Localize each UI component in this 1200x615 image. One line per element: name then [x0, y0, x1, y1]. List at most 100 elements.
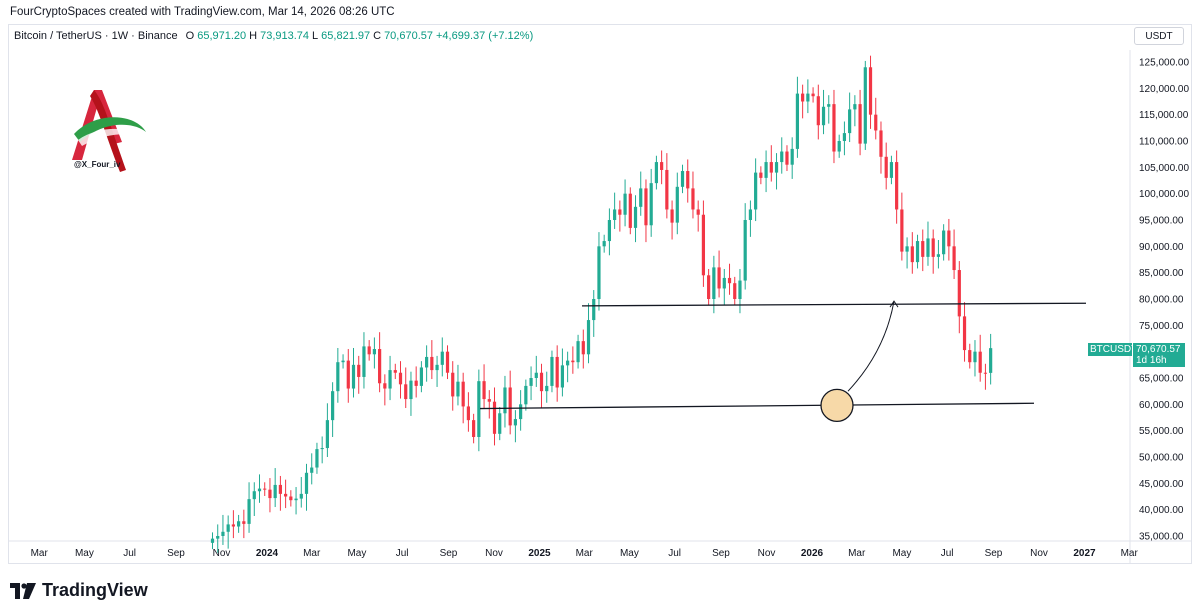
candle-body	[492, 401, 497, 434]
candle-body	[910, 246, 914, 263]
candle-body	[644, 188, 648, 226]
candle-body	[320, 448, 324, 450]
candle-body	[388, 370, 392, 389]
candle-body	[936, 254, 941, 257]
candle-body	[362, 346, 366, 377]
arrow-head-icon	[889, 300, 899, 308]
candle-body	[962, 316, 967, 351]
candle-body	[895, 162, 899, 210]
candle-body	[983, 372, 988, 374]
candle-body	[874, 114, 878, 131]
candle-body	[649, 183, 653, 226]
candle-body	[289, 496, 293, 501]
candle-body	[633, 206, 638, 228]
logo-handle: @X_Four_iv	[74, 160, 121, 169]
y-tick-label: 95,000.00	[1139, 216, 1184, 227]
candle-body	[675, 186, 679, 223]
candle-body	[816, 96, 820, 126]
candle-body	[989, 348, 993, 373]
legend-close-label: C	[373, 30, 382, 42]
candle-body	[367, 346, 371, 355]
candle-body	[785, 151, 789, 165]
candle-body	[210, 538, 215, 543]
bar-countdown: 1d 16h	[1136, 355, 1167, 366]
x-tick-label: Nov	[485, 548, 503, 559]
y-tick-label: 40,000.00	[1139, 505, 1184, 516]
candle-body	[278, 484, 282, 494]
support-line	[479, 402, 1035, 410]
candle-body	[801, 93, 805, 102]
candle-body	[743, 220, 747, 281]
x-tick-label: Sep	[985, 548, 1003, 559]
legend-open-label: O	[185, 30, 195, 42]
x-tick-label: Sep	[167, 548, 185, 559]
y-tick-label: 65,000.00	[1139, 374, 1184, 385]
candle-body	[383, 383, 387, 389]
x-tick-label: Nov	[758, 548, 776, 559]
candle-body	[247, 499, 251, 524]
candle-body	[905, 246, 909, 252]
y-tick-label: 100,000.00	[1139, 189, 1189, 200]
candle-body	[461, 381, 465, 407]
candle-body	[237, 521, 241, 527]
candle-body	[341, 360, 345, 363]
candle-body	[482, 381, 486, 400]
y-tick-label: 55,000.00	[1139, 426, 1184, 437]
candle-body	[607, 220, 612, 242]
candle-body	[691, 188, 695, 210]
x-tick-label: May	[620, 548, 639, 559]
candle-body	[325, 420, 329, 449]
candle-body	[310, 467, 314, 473]
y-tick-label: 60,000.00	[1139, 400, 1184, 411]
y-tick-label: 45,000.00	[1139, 479, 1184, 490]
legend-symbol[interactable]: Bitcoin / TetherUS · 1W · Binance	[14, 30, 178, 42]
candle-body	[513, 419, 518, 426]
y-tick-label: 105,000.00	[1139, 163, 1189, 174]
candle-body	[372, 349, 376, 355]
candle-body	[712, 267, 716, 299]
candle-body	[425, 356, 429, 368]
candle-body	[978, 351, 982, 373]
candle-body	[242, 521, 246, 524]
current-price-tag: 70,670.57 1d 16h	[1133, 343, 1185, 367]
candle-body	[701, 214, 706, 276]
candle-body	[419, 367, 423, 386]
candle-body	[257, 488, 262, 492]
candle-body	[351, 364, 356, 389]
candle-body	[519, 404, 523, 420]
candle-body	[832, 104, 836, 152]
x-tick-label: Nov	[213, 548, 231, 559]
candle-body	[508, 387, 512, 426]
currency-selector[interactable]: USDT	[1134, 27, 1184, 45]
candle-body	[430, 356, 434, 371]
candle-body	[393, 370, 397, 373]
candle-body	[696, 209, 700, 215]
candle-body	[686, 171, 690, 189]
candle-body	[884, 156, 888, 178]
x-tick-label: 2024	[256, 548, 279, 559]
x-tick-label: Mar	[576, 548, 594, 559]
candle-body	[503, 387, 507, 414]
legend-change: +4,699.37 (+7.12%)	[436, 30, 534, 42]
tradingview-brand[interactable]: TradingView	[10, 580, 148, 601]
tradingview-logo-icon	[10, 582, 36, 599]
letter-a-logo-icon	[72, 90, 146, 172]
y-tick-label: 80,000.00	[1139, 295, 1184, 306]
x-tick-label: Sep	[440, 548, 458, 559]
candle-body	[915, 241, 920, 263]
legend-close: 70,670.57	[384, 30, 433, 42]
candle-body	[550, 356, 554, 386]
candle-body	[748, 209, 753, 220]
y-tick-label: 85,000.00	[1139, 268, 1184, 279]
candle-body	[957, 270, 961, 317]
x-tick-label: Nov	[1030, 548, 1048, 559]
candle-body	[529, 378, 533, 386]
candle-body	[968, 350, 972, 363]
x-tick-label: 2027	[1073, 548, 1096, 559]
candle-body	[931, 238, 935, 257]
candle-body	[221, 531, 225, 536]
candle-body	[581, 341, 585, 355]
y-tick-label: 115,000.00	[1139, 110, 1189, 121]
candle-body	[868, 67, 873, 115]
